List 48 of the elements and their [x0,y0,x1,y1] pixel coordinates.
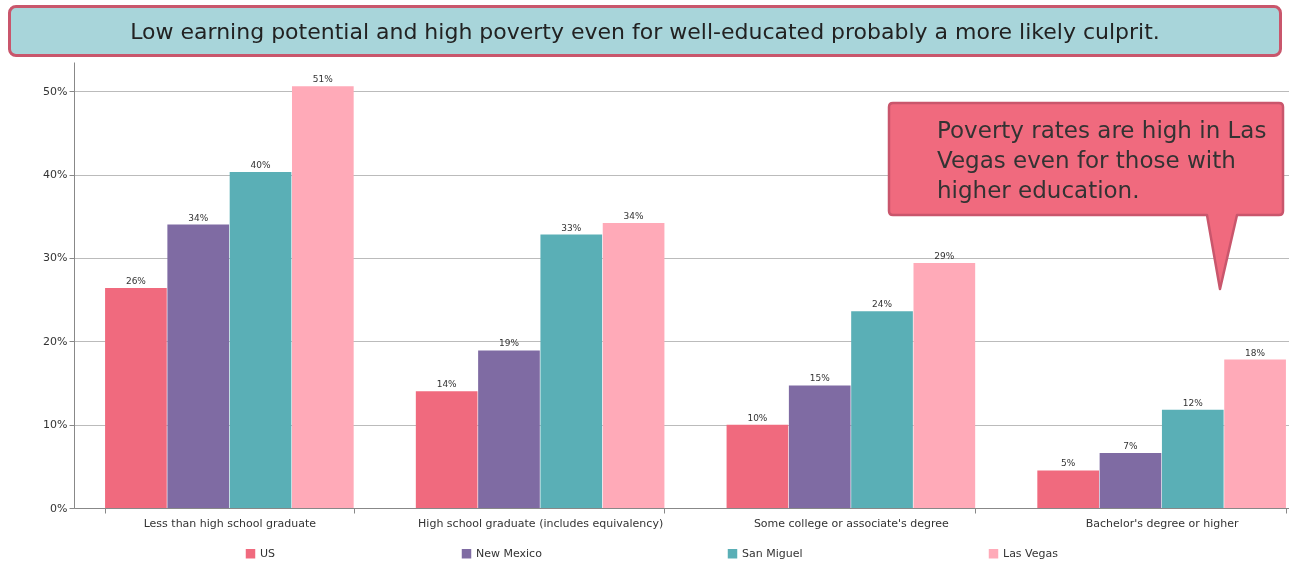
bar [415,391,478,508]
legend-label: US [260,546,276,560]
x-tick-label: High school graduate (includes equivalency) [418,516,664,530]
data-label: 15% [809,373,831,384]
data-label: 24% [872,299,893,310]
bar [1037,470,1100,508]
bar [1099,452,1162,508]
y-tick-label: 30% [43,251,68,265]
data-label: 5% [1061,458,1076,469]
legend-label: Las Vegas [1003,546,1059,560]
y-tick-label: 50% [43,84,68,98]
bar [726,424,789,508]
x-tick-label: Less than high school graduate [143,516,317,530]
data-label: 7% [1123,440,1139,451]
data-label: 26% [125,275,147,286]
bar [167,224,230,508]
x-tick-label: Some college or associate's degree [753,516,950,530]
bar [291,86,354,508]
legend-label: San Miguel [742,546,803,560]
y-tick-label: 20% [43,334,68,348]
bar [540,234,603,508]
y-tick-label: 40% [43,168,68,182]
bar [851,311,913,508]
data-label: 19% [498,338,520,349]
bar [1224,359,1286,508]
bar [602,222,665,508]
data-label: 10% [747,412,768,423]
bar [478,350,540,508]
bar [229,172,292,508]
data-label: 29% [934,250,955,261]
data-label: 33% [561,222,582,233]
bar [1161,409,1224,508]
y-tick-label: 0% [50,501,68,515]
y-tick-label: 10% [43,418,68,432]
chart-title: Low earning potential and high poverty even for well-educated probably a more likely culprit. [8,5,1282,57]
data-label: 18% [1245,347,1266,358]
data-label: 14% [436,379,458,390]
data-label: 12% [1182,397,1204,408]
data-label: 51% [312,74,334,85]
bar [105,287,167,508]
bar [913,262,976,508]
data-label: 34% [623,210,645,221]
x-tick-label: Bachelor's degree or higher [1085,516,1239,530]
legend-label: New Mexico [476,546,543,560]
data-label: 40% [250,160,271,171]
data-label: 34% [188,212,209,223]
bar [788,385,851,508]
annotation: Poverty rates are high in Las Vegas even for those with higher education. [937,116,1268,205]
